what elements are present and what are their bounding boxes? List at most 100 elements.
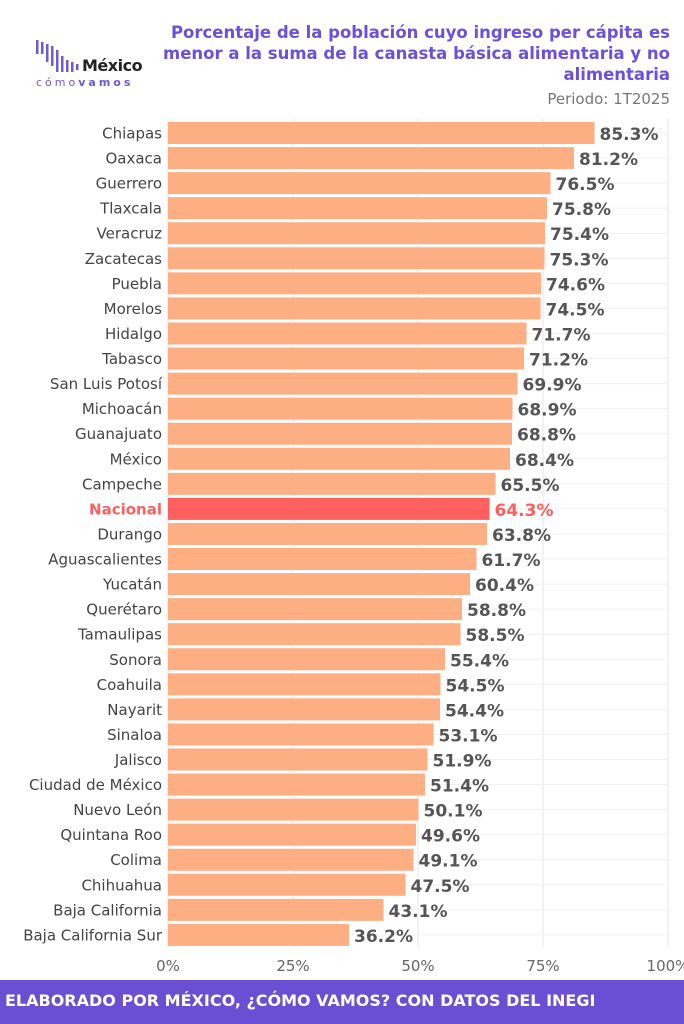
value-label: 36.2% [354, 927, 413, 947]
value-label: 75.4% [550, 225, 609, 245]
value-label: 53.1% [439, 726, 498, 746]
category-label: San Luis Potosí [50, 375, 163, 393]
value-label: 71.2% [529, 351, 588, 371]
category-label: Sonora [109, 651, 162, 669]
value-label: 49.6% [421, 827, 480, 847]
logo: México cómovamos [34, 38, 154, 90]
bar [168, 773, 425, 796]
category-label: Puebla [112, 275, 162, 293]
category-label: Colima [110, 851, 162, 869]
bar-chart: 0% 25% 50% 75% 100% Chiapas 85.3% Oaxaca 81.2% Gu… [23, 118, 684, 975]
category-label: Tamaulipas [77, 626, 162, 644]
bar [168, 648, 445, 671]
category-label: Zacatecas [85, 250, 162, 268]
category-label: Chihuahua [81, 876, 162, 894]
bar [168, 873, 406, 896]
bar [168, 472, 496, 495]
category-label: Quintana Roo [60, 826, 162, 844]
category-label: Guanajuato [75, 425, 162, 443]
bar [168, 748, 428, 771]
category-label: Sinaloa [107, 726, 162, 744]
bar [168, 548, 477, 571]
bar [168, 698, 440, 721]
bar [168, 522, 487, 545]
chart-title: Porcentaje de la población cuyo ingreso … [163, 23, 670, 84]
value-label: 47.5% [411, 877, 470, 897]
value-label: 65.5% [501, 476, 560, 496]
value-label: 50.1% [424, 802, 483, 822]
value-label: 51.9% [433, 752, 492, 772]
category-label: Baja California Sur [23, 926, 163, 944]
bar [168, 823, 416, 846]
category-label: Hidalgo [105, 325, 162, 343]
category-label: Tlaxcala [99, 200, 162, 218]
bar [168, 723, 434, 746]
value-label: 76.5% [556, 175, 615, 195]
value-label: 69.9% [523, 376, 582, 396]
category-label: Aguascalientes [48, 551, 162, 569]
value-label: 68.4% [515, 451, 574, 471]
value-label: 54.5% [446, 676, 505, 696]
logo-sub-bold: vamos [78, 76, 134, 89]
category-label: Ciudad de México [29, 776, 162, 794]
value-label: 85.3% [600, 125, 659, 145]
value-label: 49.1% [419, 852, 478, 872]
value-label: 55.4% [450, 651, 509, 671]
bar [168, 923, 349, 946]
category-label: Morelos [104, 300, 163, 318]
bar [168, 372, 518, 395]
value-label: 68.9% [518, 401, 577, 421]
value-label: 61.7% [482, 551, 541, 571]
logo-subtitle: cómovamos [36, 76, 133, 89]
value-label: 74.5% [546, 300, 605, 320]
category-label: Nuevo León [73, 801, 162, 819]
bar [168, 222, 545, 245]
bar [168, 197, 547, 220]
bar [168, 297, 541, 320]
value-label: 75.8% [552, 200, 611, 220]
logo-brand: México [82, 56, 143, 75]
bar [168, 247, 545, 270]
value-label: 58.8% [467, 601, 526, 621]
category-label: Michoacán [82, 400, 162, 418]
value-label: 51.4% [430, 777, 489, 797]
category-label: Nacional [89, 500, 162, 518]
bar [168, 422, 512, 445]
category-label: Coahuila [97, 676, 162, 694]
bar [168, 347, 524, 370]
value-label: 63.8% [492, 526, 551, 546]
category-label: Durango [97, 525, 162, 543]
category-label: Jalisco [114, 751, 162, 769]
value-label: 81.2% [579, 150, 638, 170]
bar [168, 673, 441, 696]
x-tick-label: 50% [401, 957, 434, 975]
bar [168, 898, 384, 921]
category-label: Baja California [53, 901, 162, 919]
category-label: Tabasco [101, 350, 162, 368]
bar [168, 172, 551, 195]
bar [168, 122, 595, 144]
logo-sub-light: cómo [36, 76, 79, 89]
value-label: 75.3% [550, 250, 609, 270]
bar [168, 322, 527, 345]
value-label: 68.8% [517, 426, 576, 446]
value-label: 71.7% [532, 325, 591, 345]
chart-period: Periodo: 1T2025 [547, 90, 670, 108]
bar [168, 573, 470, 596]
footer-credit: ELABORADO POR MÉXICO, ¿CÓMO VAMOS? CON D… [0, 980, 684, 1024]
category-label: México [110, 450, 162, 468]
category-label: Querétaro [86, 601, 162, 619]
bar [168, 623, 461, 646]
value-label: 64.3% [495, 501, 554, 521]
x-tick-label: 75% [526, 957, 559, 975]
category-label: Guerrero [96, 175, 162, 193]
value-label: 58.5% [466, 626, 525, 646]
logo-bars-icon [36, 40, 79, 72]
x-tick-label: 100% [647, 957, 684, 975]
bar [168, 497, 490, 520]
bar [168, 598, 462, 621]
bar [168, 397, 513, 420]
category-label: Campeche [82, 475, 162, 493]
category-label: Oaxaca [105, 150, 162, 168]
bar [168, 848, 414, 871]
